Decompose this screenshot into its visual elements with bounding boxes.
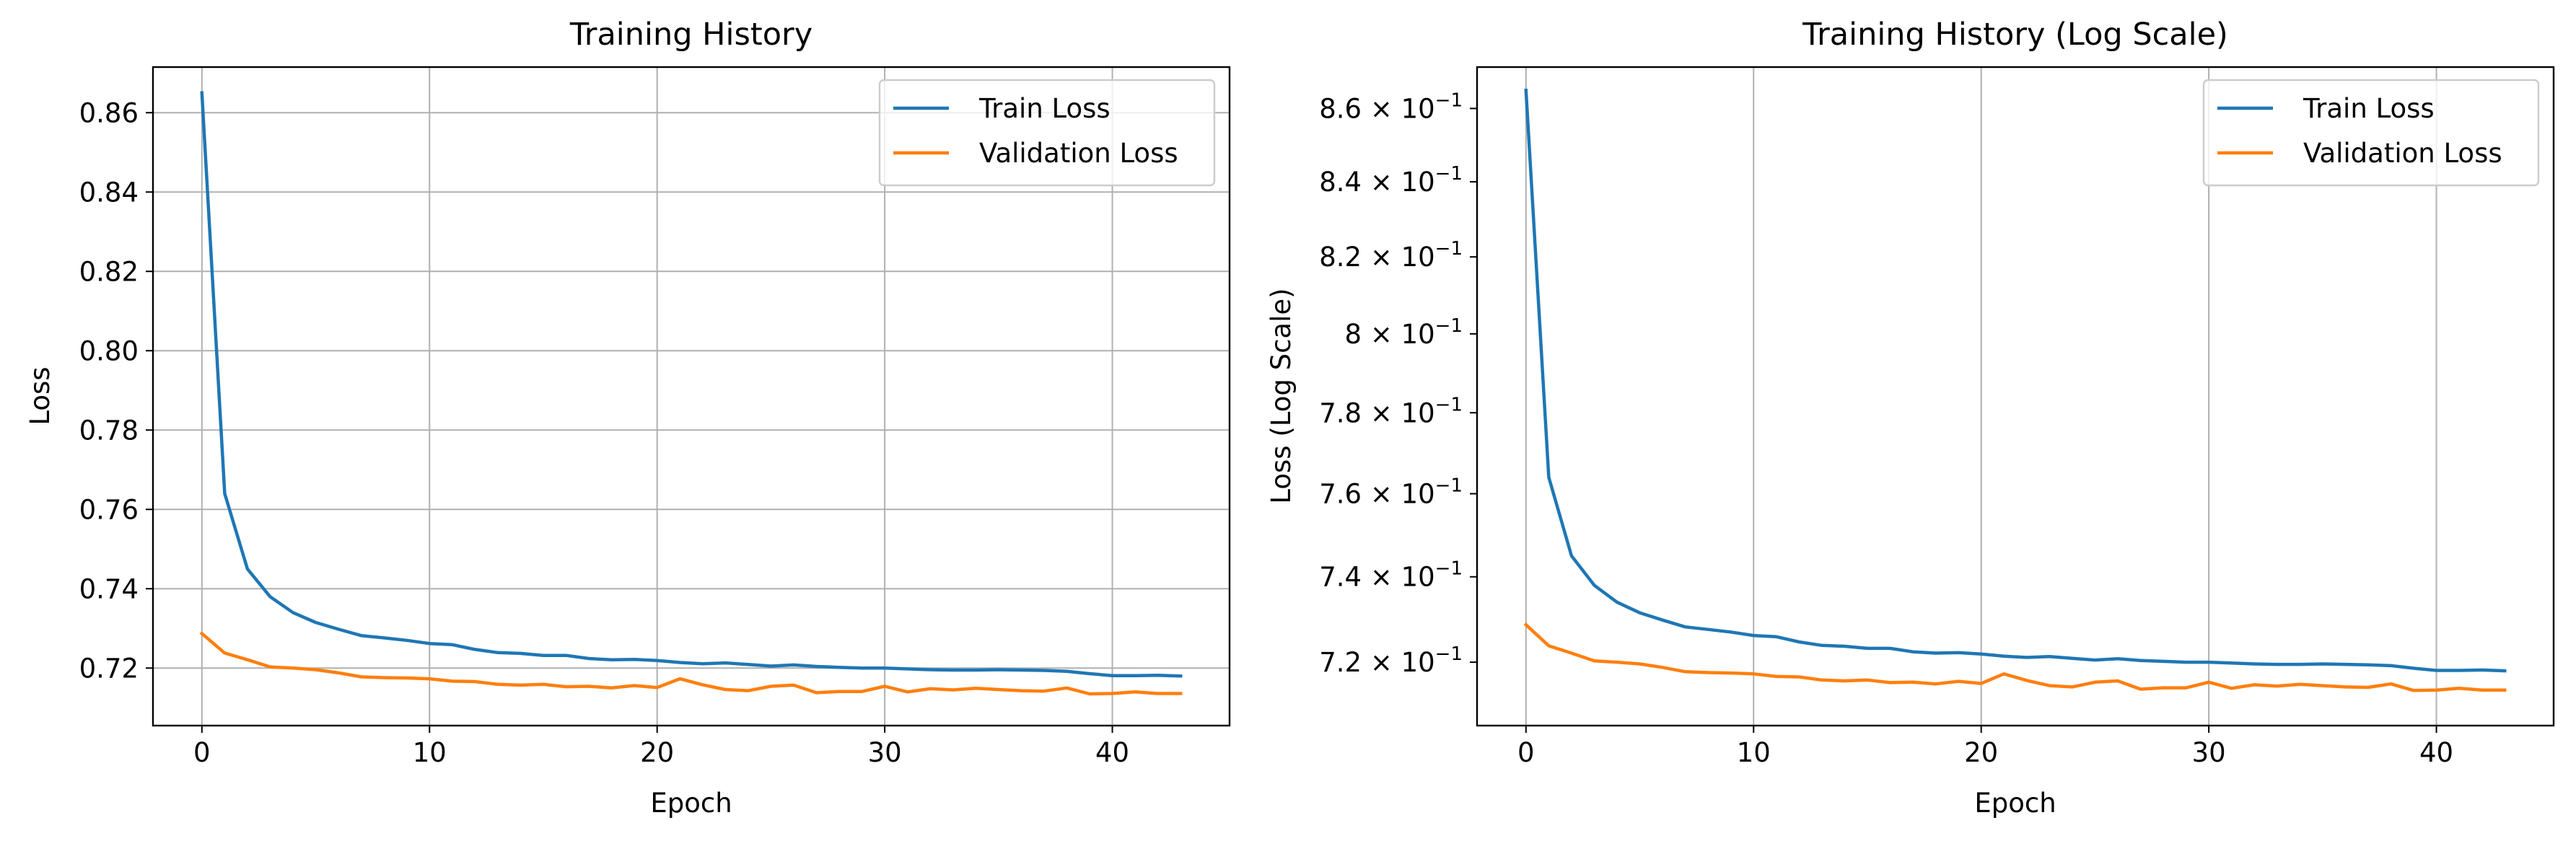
y-tick-label: 0.76 — [79, 494, 139, 525]
legend-label-validation-loss: Validation Loss — [2303, 138, 2502, 169]
y-tick-label: 0.86 — [79, 97, 139, 128]
x-tick-label: 10 — [1737, 737, 1771, 768]
x-axis-label: Epoch — [650, 788, 732, 819]
series-line-train-loss — [1524, 88, 2507, 673]
series-line-validation-loss — [199, 631, 1183, 696]
y-tick-label: 8.2 × 10−1 — [1319, 238, 1463, 273]
x-tick-label: 0 — [193, 737, 211, 768]
y-tick-label: 0.78 — [79, 415, 139, 446]
y-tick-label: 0.82 — [79, 256, 139, 287]
y-axis-label: Loss — [25, 366, 56, 425]
y-axis-label: Loss (Log Scale) — [1266, 288, 1297, 503]
x-tick-label: 0 — [1517, 737, 1535, 768]
y-tick-label: 7.2 × 10−1 — [1319, 643, 1463, 678]
x-tick-label: 20 — [640, 737, 674, 768]
x-tick-label: 40 — [1095, 737, 1129, 768]
legend: Train Loss Validation Loss — [2202, 79, 2540, 187]
y-tick-label: 0.84 — [79, 177, 139, 208]
series-line-validation-loss — [1523, 622, 2507, 692]
y-tick-label: 0.72 — [79, 653, 139, 684]
x-axis-label: Epoch — [1974, 788, 2056, 819]
x-tick-label: 30 — [2192, 737, 2226, 768]
y-tick-label: 8.4 × 10−1 — [1319, 163, 1463, 198]
chart-panel-linear: 0 10 20 30 40 0.72 0.74 0.76 0.78 0.80 0.82 0.84 0.8… — [25, 17, 1231, 819]
chart-title: Training History (Log Scale) — [1802, 17, 2228, 53]
y-tick-label: 7.4 × 10−1 — [1319, 558, 1463, 593]
y-tick-label: 8 × 10−1 — [1345, 315, 1463, 350]
y-tick-label: 0.74 — [79, 573, 139, 604]
y-tick-label: 7.8 × 10−1 — [1319, 394, 1463, 428]
y-tick-label: 8.6 × 10−1 — [1319, 89, 1463, 124]
x-tick-label: 30 — [868, 737, 902, 768]
x-tick-label: 20 — [1964, 737, 1998, 768]
x-tick-label: 40 — [2419, 737, 2453, 768]
chart-title: Training History — [569, 17, 812, 53]
legend-label-train-loss: Train Loss — [978, 93, 1110, 124]
legend-label-validation-loss: Validation Loss — [979, 138, 1178, 169]
series-line-train-loss — [200, 91, 1183, 678]
legend-label-train-loss: Train Loss — [2303, 93, 2435, 124]
y-tick-label: 0.80 — [79, 335, 139, 366]
y-tick-label: 7.6 × 10−1 — [1319, 475, 1463, 509]
x-tick-label: 10 — [413, 737, 447, 768]
legend: Train Loss Validation Loss — [878, 79, 1216, 187]
chart-panel-log: 0 10 20 30 40 7.2 × 10−1 7.4 × 10−1 7.6 × 10−1 7… — [1266, 17, 2555, 819]
